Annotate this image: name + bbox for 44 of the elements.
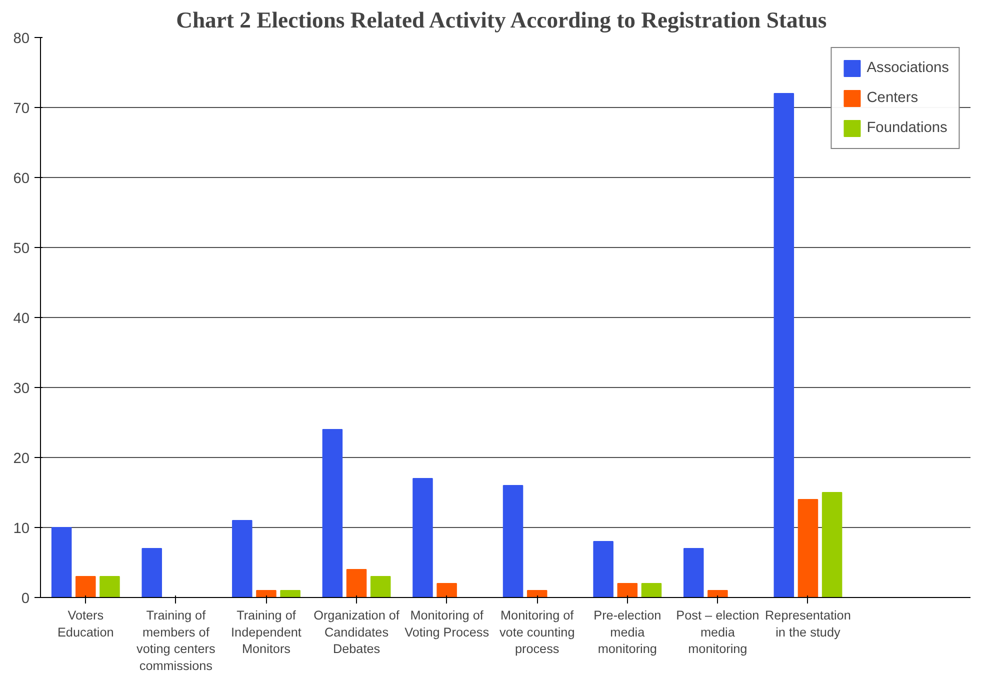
x-tick-label: Voters Education bbox=[58, 608, 114, 640]
bar bbox=[51, 527, 72, 598]
bar bbox=[232, 520, 252, 598]
bar bbox=[346, 569, 367, 598]
x-tick-label: Monitoring of vote counting process bbox=[499, 608, 575, 656]
bar bbox=[593, 541, 614, 598]
bar bbox=[436, 583, 457, 598]
bar bbox=[798, 499, 818, 598]
x-tick-label: Pre-election media monitoring bbox=[594, 608, 662, 656]
chart-title: Chart 2 Elections Related Activity According to Registration Status bbox=[176, 8, 827, 32]
bar bbox=[280, 590, 300, 598]
y-tick-label: 30 bbox=[13, 381, 30, 397]
bar bbox=[526, 590, 548, 598]
bar bbox=[502, 485, 524, 598]
x-tick-label: Representation in the study bbox=[765, 608, 851, 640]
y-tick-label: 80 bbox=[13, 31, 30, 47]
y-tick-label: 0 bbox=[21, 591, 30, 607]
bar bbox=[822, 492, 842, 598]
legend-label: Foundations bbox=[866, 120, 948, 136]
y-tick-label: 60 bbox=[13, 171, 30, 187]
y-tick-label: 20 bbox=[13, 451, 30, 467]
bar bbox=[774, 93, 794, 598]
x-tick-label: Post – election media monitoring bbox=[676, 608, 760, 656]
bar bbox=[683, 548, 704, 598]
legend-label: Associations bbox=[866, 60, 949, 76]
bar bbox=[708, 590, 728, 598]
bar bbox=[322, 429, 343, 598]
x-tick-label: Monitoring of Voting Process bbox=[404, 608, 490, 640]
bar bbox=[641, 583, 662, 598]
x-tick-label: Organization of Candidates Debates bbox=[314, 608, 400, 656]
bar bbox=[256, 590, 276, 598]
x-tick-label: Training of Independent Monitors bbox=[231, 608, 302, 656]
bar bbox=[76, 576, 96, 598]
bar bbox=[142, 548, 162, 598]
y-tick-label: 50 bbox=[13, 241, 30, 257]
bar bbox=[617, 583, 638, 598]
legend-label: Centers bbox=[866, 90, 918, 106]
y-tick-label: 40 bbox=[13, 311, 30, 327]
y-tick-label: 10 bbox=[13, 521, 30, 537]
bar bbox=[100, 576, 120, 598]
y-tick-label: 70 bbox=[13, 101, 30, 117]
bar bbox=[370, 576, 391, 598]
bar bbox=[412, 478, 433, 598]
x-tick-label: Training of members of voting centers commissions bbox=[136, 608, 216, 673]
